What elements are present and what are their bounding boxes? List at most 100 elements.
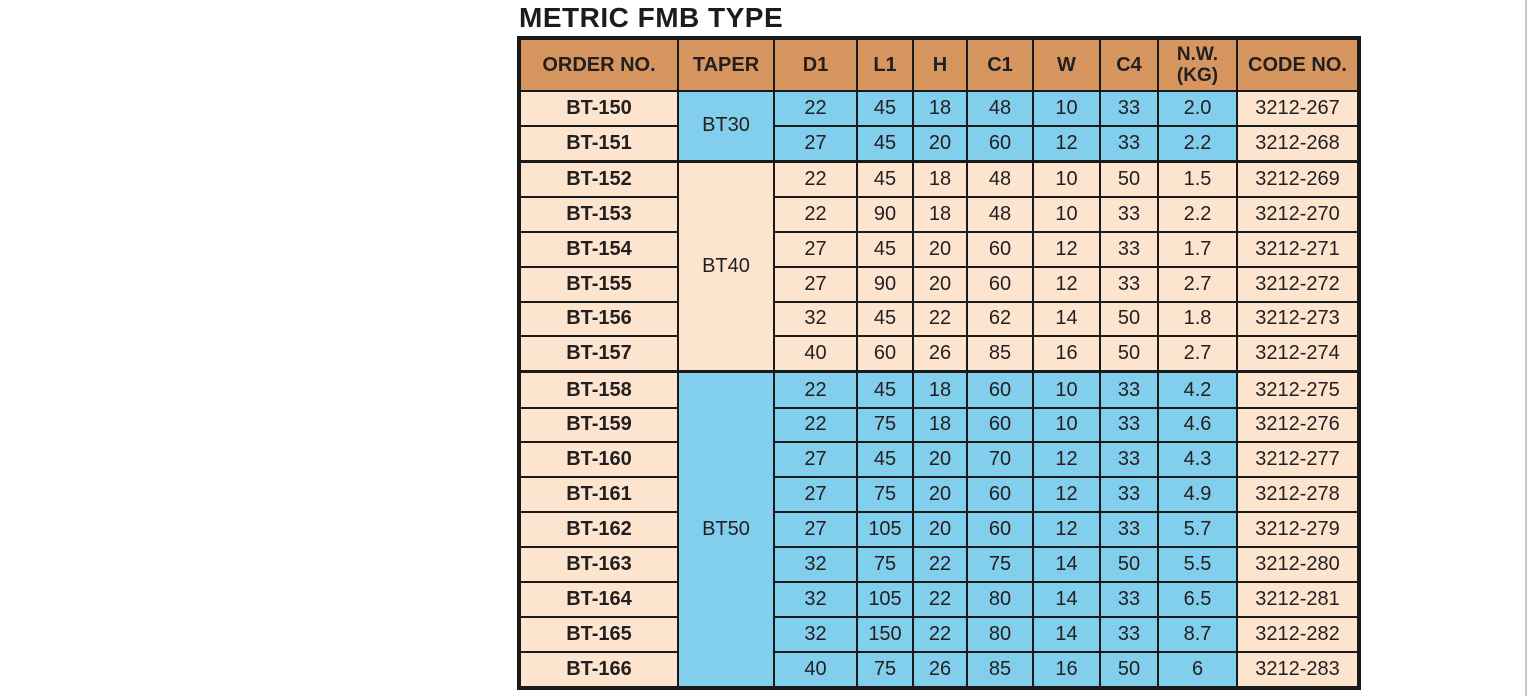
data-cell: 60 [966, 230, 1034, 268]
data-cell: 33 [1099, 370, 1159, 409]
code-no-cell: 3212-275 [1236, 370, 1360, 409]
data-cell: 50 [1099, 159, 1159, 198]
data-cell: 14 [1032, 300, 1101, 338]
data-cell: 33 [1099, 580, 1159, 618]
data-cell: 22 [912, 580, 968, 618]
table-row: BT-159 22 75 18 60 10 33 4.6 3212-276 [518, 406, 1360, 444]
data-cell: 27 [773, 511, 858, 548]
order-no-cell: BT-165 [518, 615, 679, 653]
data-cell: 20 [912, 124, 968, 163]
data-cell: 27 [773, 230, 858, 268]
data-cell: 4.2 [1157, 370, 1238, 409]
data-cell: 2.2 [1157, 195, 1238, 233]
data-cell: 33 [1099, 195, 1159, 233]
data-cell: 4.6 [1157, 406, 1238, 444]
data-cell: 75 [966, 545, 1034, 583]
order-no-cell: BT-160 [518, 441, 679, 479]
data-cell: 6.5 [1157, 580, 1238, 618]
table-row: BT-156 32 45 22 62 14 50 1.8 3212-273 [518, 300, 1360, 338]
data-cell: 60 [966, 124, 1034, 163]
order-no-cell: BT-153 [518, 195, 679, 233]
data-cell: 90 [856, 195, 914, 233]
data-cell: 60 [966, 476, 1034, 514]
data-cell: 14 [1032, 545, 1101, 583]
data-cell: 75 [856, 650, 914, 690]
order-no-cell: BT-154 [518, 230, 679, 268]
code-no-cell: 3212-282 [1236, 615, 1360, 653]
table-row: BT-163 32 75 22 75 14 50 5.5 3212-280 [518, 545, 1360, 583]
col-header-l1: L1 [856, 37, 914, 92]
table-row: BT-158 BT50 22 45 18 60 10 33 4.2 3212-275 [518, 370, 1360, 690]
data-cell: 2.7 [1157, 335, 1238, 373]
data-cell: 80 [966, 580, 1034, 618]
data-cell: 85 [966, 650, 1034, 690]
order-no-cell: BT-159 [518, 406, 679, 444]
data-cell: 27 [773, 124, 858, 163]
data-cell: 33 [1099, 230, 1159, 268]
table-body: BT-150 BT30 22 45 18 48 10 33 2.0 3212-267 BT-151 2… [518, 89, 1360, 690]
data-cell: 20 [912, 476, 968, 514]
header-row: ORDER NO. TAPER D1 L1 H C1 W C4 N.W. (KG… [518, 37, 1360, 92]
code-no-cell: 3212-271 [1236, 230, 1360, 268]
table-row: BT-151 27 45 20 60 12 33 2.2 3212-268 [518, 124, 1360, 163]
data-cell: 150 [856, 615, 914, 653]
data-cell: 45 [856, 300, 914, 338]
data-cell: 33 [1099, 476, 1159, 514]
taper-cell: BT30 [677, 89, 775, 163]
data-cell: 27 [773, 265, 858, 303]
data-cell: 14 [1032, 580, 1101, 618]
data-cell: 40 [773, 650, 858, 690]
order-no-cell: BT-151 [518, 124, 679, 163]
data-cell: 4.3 [1157, 441, 1238, 479]
col-header-code-no: CODE NO. [1236, 37, 1360, 92]
metric-fmb-section: METRIC FMB TYPE ORDER NO. TAPER D1 L1 H … [517, 2, 1361, 690]
data-cell: 105 [856, 580, 914, 618]
data-cell: 22 [773, 370, 858, 409]
data-cell: 40 [773, 335, 858, 373]
table-row: BT-161 27 75 20 60 12 33 4.9 3212-278 [518, 476, 1360, 514]
order-no-cell: BT-158 [518, 370, 679, 409]
code-no-cell: 3212-279 [1236, 511, 1360, 548]
order-no-cell: BT-164 [518, 580, 679, 618]
data-cell: 22 [773, 195, 858, 233]
data-cell: 32 [773, 545, 858, 583]
data-cell: 12 [1032, 124, 1101, 163]
data-cell: 33 [1099, 615, 1159, 653]
code-no-cell: 3212-280 [1236, 545, 1360, 583]
data-cell: 50 [1099, 335, 1159, 373]
page-edge-divider [1525, 0, 1527, 696]
table-header: ORDER NO. TAPER D1 L1 H C1 W C4 N.W. (KG… [518, 37, 1360, 92]
order-no-cell: BT-150 [518, 90, 679, 127]
code-no-cell: 3212-278 [1236, 476, 1360, 514]
data-cell: 8.7 [1157, 615, 1238, 653]
data-cell: 27 [773, 441, 858, 479]
data-cell: 75 [856, 545, 914, 583]
table-row: BT-166 40 75 26 85 16 50 6 3212-283 [518, 650, 1360, 690]
data-cell: 48 [966, 159, 1034, 198]
code-no-cell: 3212-273 [1236, 300, 1360, 338]
table-row: BT-160 27 45 20 70 12 33 4.3 3212-277 [518, 441, 1360, 479]
data-cell: 60 [966, 406, 1034, 444]
order-no-cell: BT-163 [518, 545, 679, 583]
data-cell: 12 [1032, 230, 1101, 268]
data-cell: 50 [1099, 545, 1159, 583]
data-cell: 60 [966, 370, 1034, 409]
order-no-cell: BT-152 [518, 159, 679, 198]
code-no-cell: 3212-267 [1236, 90, 1360, 127]
table-row: BT-152 BT40 22 45 18 48 10 50 1.5 3212-269 [518, 159, 1360, 373]
data-cell: 60 [966, 511, 1034, 548]
order-no-cell: BT-157 [518, 335, 679, 373]
data-cell: 10 [1032, 406, 1101, 444]
data-cell: 22 [912, 300, 968, 338]
table-row: BT-155 27 90 20 60 12 33 2.7 3212-272 [518, 265, 1360, 303]
code-no-cell: 3212-268 [1236, 124, 1360, 163]
data-cell: 60 [966, 265, 1034, 303]
data-cell: 32 [773, 300, 858, 338]
data-cell: 18 [912, 370, 968, 409]
taper-cell: BT50 [677, 370, 775, 690]
data-cell: 22 [912, 615, 968, 653]
data-cell: 14 [1032, 615, 1101, 653]
data-cell: 45 [856, 230, 914, 268]
data-cell: 12 [1032, 265, 1101, 303]
